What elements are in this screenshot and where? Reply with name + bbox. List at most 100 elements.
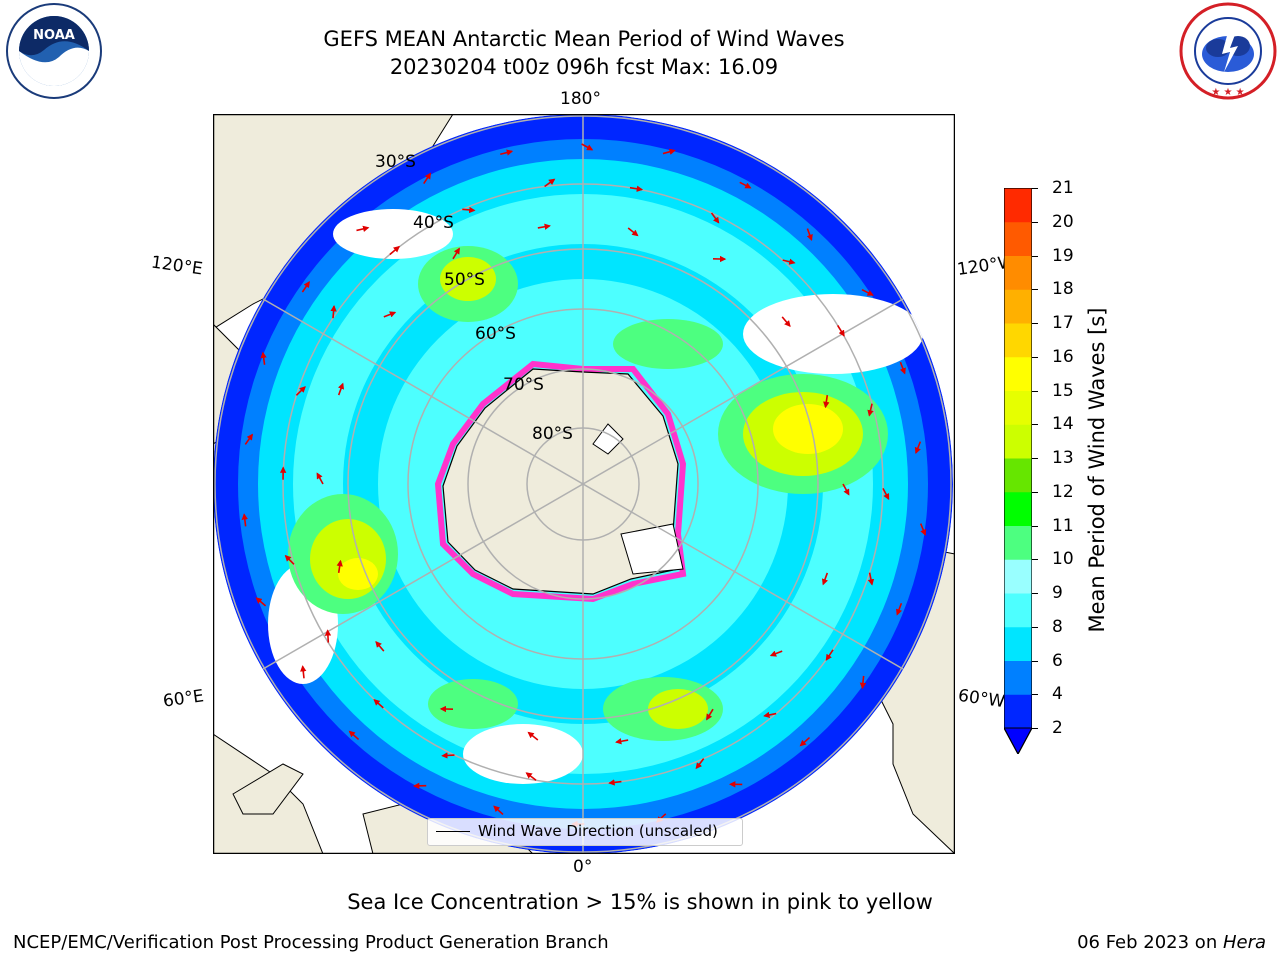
- colorbar-tick-label: 2: [1052, 718, 1063, 738]
- wave-direction-arrow: [899, 361, 906, 375]
- footer-credit: NCEP/EMC/Verification Post Processing Pr…: [13, 932, 609, 953]
- colorbar-tick-mark: [1032, 660, 1038, 662]
- colorbar-swatch: [1004, 390, 1032, 425]
- colorbar-tick-label: 19: [1052, 245, 1074, 266]
- wave-direction-arrow: [544, 178, 556, 188]
- wave-direction-arrow: [806, 228, 813, 242]
- wave-direction-arrow: [823, 394, 830, 409]
- map-legend: Wind Wave Direction (unscaled): [427, 818, 743, 846]
- lat-label-80s: 80°S: [532, 424, 573, 444]
- colorbar-swatch: [1004, 694, 1032, 729]
- wave-direction-arrow: [799, 736, 811, 747]
- legend-line-swatch: [436, 831, 470, 832]
- wave-direction-arrow: [825, 649, 834, 661]
- colorbar-tick-mark: [1032, 525, 1038, 527]
- wave-direction-arrow: [842, 483, 850, 496]
- wave-direction-arrow: [861, 288, 874, 296]
- colorbar-swatch: [1004, 491, 1032, 526]
- wave-direction-arrow: [330, 304, 337, 319]
- lon-label-0: 0°: [573, 857, 593, 877]
- wave-direction-arrow: [244, 433, 253, 445]
- colorbar-tick-mark: [1032, 424, 1038, 426]
- colorbar-tick-mark: [1032, 390, 1038, 392]
- wave-direction-arrow: [441, 752, 455, 759]
- wave-direction-arrow: [914, 441, 922, 454]
- svg-text:★ ★ ★: ★ ★ ★: [1211, 87, 1244, 98]
- colorbar-swatch: [1004, 458, 1032, 493]
- lat-label-40s: 40°S: [413, 213, 454, 233]
- polar-map: [213, 114, 955, 854]
- wave-direction-arrow: [255, 597, 267, 607]
- lat-label-60s: 60°S: [475, 324, 516, 344]
- colorbar-tick-mark: [1032, 728, 1038, 729]
- colorbar-tick-label: 4: [1052, 684, 1063, 705]
- wave-direction-arrow: [608, 779, 622, 786]
- lon-label-120e: 120°E: [149, 252, 204, 280]
- sea-ice-note: Sea Ice Concentration > 15% is shown in …: [347, 890, 933, 914]
- colorbar-tick-label: 14: [1052, 414, 1074, 435]
- wave-direction-arrow: [284, 554, 295, 565]
- colorbar-swatch: [1004, 255, 1032, 290]
- wave-direction-arrow: [859, 675, 867, 690]
- wind-wave-arrows: [241, 143, 927, 828]
- sea-ice-edge: [434, 360, 687, 603]
- colorbar-tick-mark: [1032, 255, 1038, 257]
- wave-direction-arrow: [781, 316, 791, 328]
- colorbar-title: Mean Period of Wind Waves [s]: [1085, 307, 1109, 633]
- colorbar-tick-mark: [1032, 626, 1038, 628]
- legend-label: Wind Wave Direction (unscaled): [478, 822, 718, 840]
- colorbar-tick-label: 15: [1052, 380, 1074, 401]
- wave-direction-arrow: [389, 245, 400, 256]
- colorbar-tick-label: 6: [1052, 650, 1063, 671]
- wave-direction-arrow: [241, 513, 248, 527]
- colorbar-swatch: [1004, 660, 1032, 695]
- colorbar-swatch: [1004, 424, 1032, 459]
- wave-direction-arrow: [537, 223, 551, 230]
- wave-direction-arrow: [769, 650, 783, 657]
- wave-direction-arrow: [500, 149, 514, 156]
- land-madagascar: [232, 763, 304, 815]
- colorbar-swatch: [1004, 289, 1032, 324]
- graticule: [214, 114, 952, 854]
- wave-direction-arrow: [782, 258, 796, 265]
- colorbar-tick-label: 10: [1052, 549, 1074, 570]
- wave-direction-arrow: [260, 351, 267, 365]
- colorbar-tick-label: 8: [1052, 616, 1063, 637]
- wave-direction-arrow: [882, 487, 890, 501]
- lat-label-30s: 30°S: [375, 152, 416, 172]
- colorbar-tick-label: 11: [1052, 515, 1074, 536]
- footer-date-text: 06 Feb 2023 on: [1077, 932, 1223, 953]
- wave-direction-arrow: [919, 523, 927, 536]
- lon-label-60w: 60°W: [956, 685, 1007, 713]
- svg-text:NOAA: NOAA: [33, 28, 75, 43]
- wave-direction-arrow: [375, 640, 385, 652]
- colorbar-extend-triangle: [1003, 727, 1033, 756]
- colorbar: [1003, 187, 1033, 756]
- chart-subtitle: 20230204 t00z 096h fcst Max: 16.09: [389, 55, 779, 79]
- colorbar-swatch: [1004, 221, 1032, 256]
- colorbar-tick-mark: [1032, 593, 1038, 594]
- colorbar-swatch: [1004, 323, 1032, 358]
- wave-direction-arrow: [581, 143, 594, 151]
- colorbar-tick-label: 17: [1052, 313, 1074, 333]
- colorbar-tick-label: 12: [1052, 481, 1074, 502]
- lon-label-180: 180°: [560, 89, 601, 109]
- wave-direction-arrow: [301, 281, 310, 293]
- nws-logo: ★ ★ ★: [1178, 2, 1278, 100]
- chart-title: GEFS MEAN Antarctic Mean Period of Wind …: [323, 27, 845, 51]
- footer-date: 06 Feb 2023 on Hera: [1077, 932, 1266, 953]
- wave-direction-arrow: [629, 185, 644, 192]
- colorbar-tick-mark: [1032, 221, 1038, 223]
- colorbar-tick-mark: [1032, 694, 1038, 696]
- wave-direction-arrow: [627, 227, 639, 237]
- lon-label-60e: 60°E: [161, 686, 206, 712]
- colorbar-tick-label: 16: [1052, 346, 1074, 367]
- wave-direction-arrow: [525, 772, 537, 781]
- wave-direction-arrow: [462, 206, 476, 214]
- colorbar-swatch: [1004, 356, 1032, 391]
- colorbar-swatch: [1004, 626, 1032, 661]
- colorbar-swatch: [1004, 188, 1032, 223]
- colorbar-tick-mark: [1032, 289, 1038, 291]
- wave-direction-arrow: [615, 738, 629, 745]
- noaa-logo: NOAA: [4, 2, 104, 100]
